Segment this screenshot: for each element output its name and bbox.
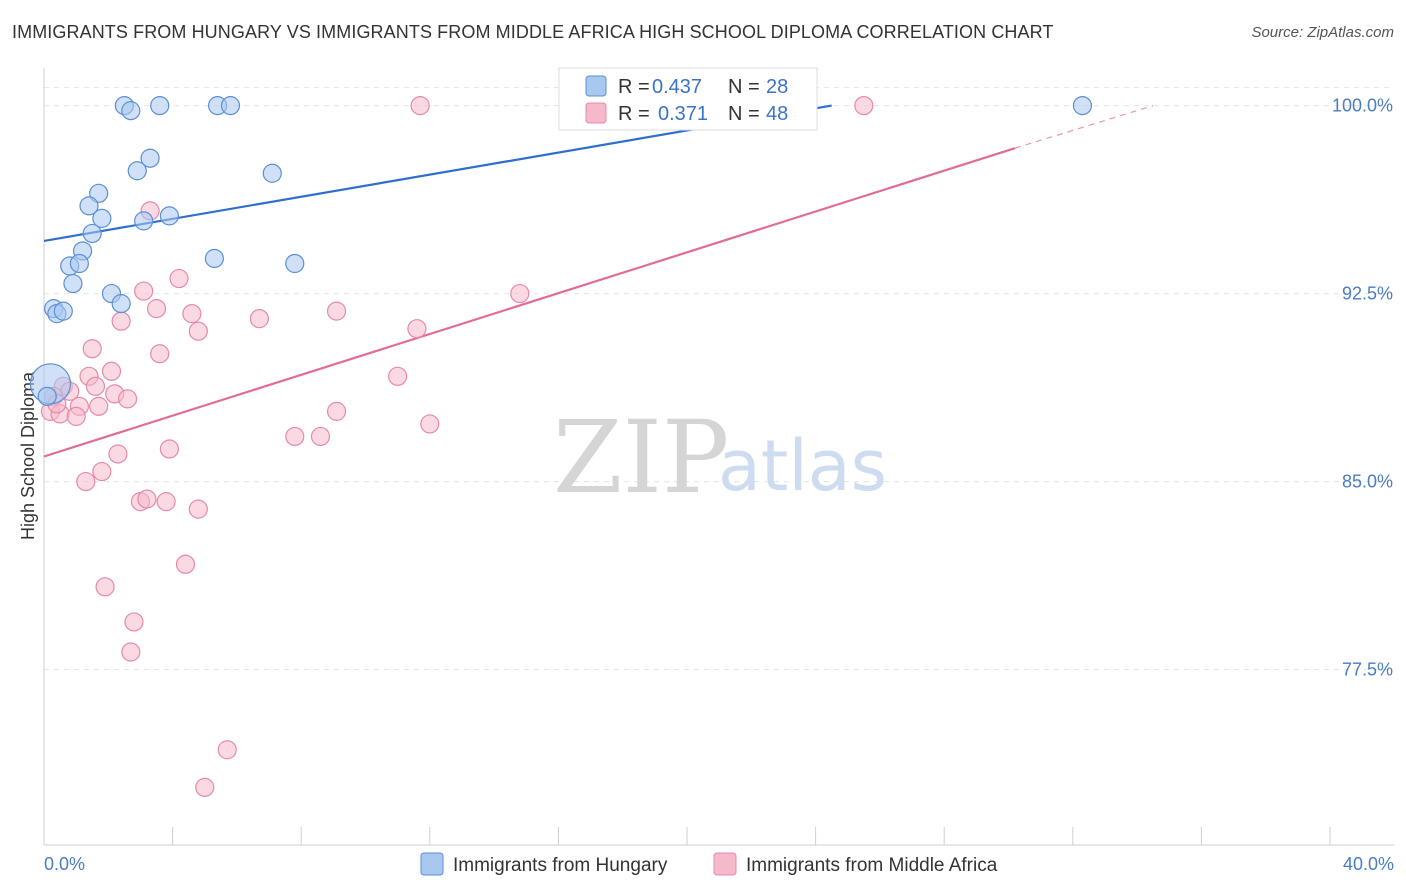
point-middle-africa: [150, 344, 170, 364]
point-middle-africa: [117, 389, 138, 409]
point-middle-africa: [285, 426, 305, 447]
point-hungary: [53, 301, 73, 321]
chart-title: IMMIGRANTS FROM HUNGARY VS IMMIGRANTS FR…: [12, 22, 1054, 42]
point-middle-africa: [510, 283, 530, 304]
point-middle-africa: [175, 554, 196, 574]
point-middle-africa: [137, 489, 157, 509]
point-hungary: [79, 196, 99, 216]
bottom-legend-swatch-middle-africa: [713, 852, 737, 876]
y-tick-label: 100.0%: [1332, 96, 1393, 116]
bottom-legend: Immigrants from Hungary Immigrants from …: [420, 852, 998, 876]
legend: R = 0.437 N = 28 R = 0.371 N = 48: [558, 67, 818, 131]
x-tick-marks: [43, 827, 1331, 845]
point-hungary: [82, 223, 102, 244]
legend-r-value-hungary: 0.437: [652, 76, 702, 98]
legend-r-label-hungary: R =: [618, 76, 650, 98]
point-middle-africa: [249, 309, 270, 329]
point-middle-africa: [159, 439, 179, 459]
legend-swatch-hungary: [585, 75, 607, 97]
point-hungary: [285, 253, 305, 274]
point-middle-africa: [95, 577, 115, 597]
point-hungary: [69, 253, 89, 274]
legend-n-label-hungary: N =: [728, 76, 760, 98]
point-middle-africa: [217, 740, 237, 760]
point-hungary: [1072, 95, 1093, 116]
legend-swatch-middle-africa: [585, 102, 607, 124]
trend-line-middle-africa-extension: [1014, 105, 1154, 149]
point-middle-africa: [66, 406, 86, 426]
point-middle-africa: [854, 95, 874, 116]
point-hungary: [63, 273, 83, 294]
point-hungary: [121, 101, 141, 121]
gridlines: [44, 87, 1394, 671]
trend-line-middle-africa: [43, 147, 1016, 458]
watermark-zip: ZIP: [553, 399, 729, 516]
point-middle-africa: [156, 492, 176, 512]
point-hungary: [92, 208, 112, 228]
point-middle-africa: [195, 777, 215, 797]
point-middle-africa: [407, 319, 427, 339]
point-hungary: [262, 163, 282, 183]
source-label: Source: ZipAtlas.com: [1251, 24, 1394, 41]
legend-n-value-hungary: 28: [766, 76, 788, 98]
point-hungary: [140, 148, 160, 168]
bottom-legend-label-middle-africa: Immigrants from Middle Africa: [746, 855, 998, 876]
point-middle-africa: [92, 461, 112, 482]
point-middle-africa: [121, 642, 141, 662]
legend-n-value-middle-africa: 48: [766, 103, 788, 125]
point-middle-africa: [410, 95, 430, 116]
point-middle-africa: [124, 612, 144, 632]
point-middle-africa: [111, 311, 131, 331]
point-hungary: [37, 386, 57, 406]
point-middle-africa: [85, 376, 106, 396]
legend-n-label-middle-africa: N =: [728, 103, 760, 125]
y-tick-label: 77.5%: [1342, 660, 1393, 680]
point-hungary: [127, 161, 147, 181]
point-middle-africa: [182, 304, 202, 324]
point-middle-africa: [82, 339, 102, 359]
y-tick-labels: 77.5% 85.0% 92.5% 100.0%: [1332, 96, 1393, 680]
point-middle-africa: [108, 444, 128, 464]
point-middle-africa: [310, 426, 331, 447]
point-middle-africa: [134, 281, 154, 301]
legend-r-value-middle-africa: 0.371: [658, 103, 708, 125]
data-points: [29, 95, 1093, 797]
x-tick-label-min: 0.0%: [44, 854, 85, 874]
point-middle-africa: [169, 268, 189, 289]
point-middle-africa: [326, 301, 347, 321]
point-hungary: [134, 211, 154, 231]
point-hungary: [204, 248, 224, 269]
point-middle-africa: [101, 361, 122, 381]
y-tick-label: 85.0%: [1342, 472, 1393, 492]
y-axis-label: High School Diploma: [18, 371, 38, 540]
point-middle-africa: [420, 414, 440, 434]
y-tick-label: 92.5%: [1342, 284, 1393, 304]
watermark-atlas: atlas: [718, 425, 887, 507]
point-hungary: [159, 206, 179, 226]
point-middle-africa: [89, 396, 109, 416]
point-hungary: [111, 294, 131, 314]
point-middle-africa: [388, 366, 408, 386]
point-middle-africa: [76, 471, 96, 492]
point-middle-africa: [146, 299, 167, 319]
bottom-legend-label-hungary: Immigrants from Hungary: [453, 855, 668, 876]
point-middle-africa: [188, 499, 208, 519]
legend-r-label-middle-africa: R =: [618, 103, 650, 125]
point-middle-africa: [188, 321, 208, 341]
x-tick-label-max: 40.0%: [1343, 854, 1394, 874]
point-hungary: [220, 95, 241, 116]
point-hungary: [150, 95, 170, 116]
bottom-legend-swatch-hungary: [420, 852, 444, 876]
point-middle-africa: [326, 401, 347, 421]
